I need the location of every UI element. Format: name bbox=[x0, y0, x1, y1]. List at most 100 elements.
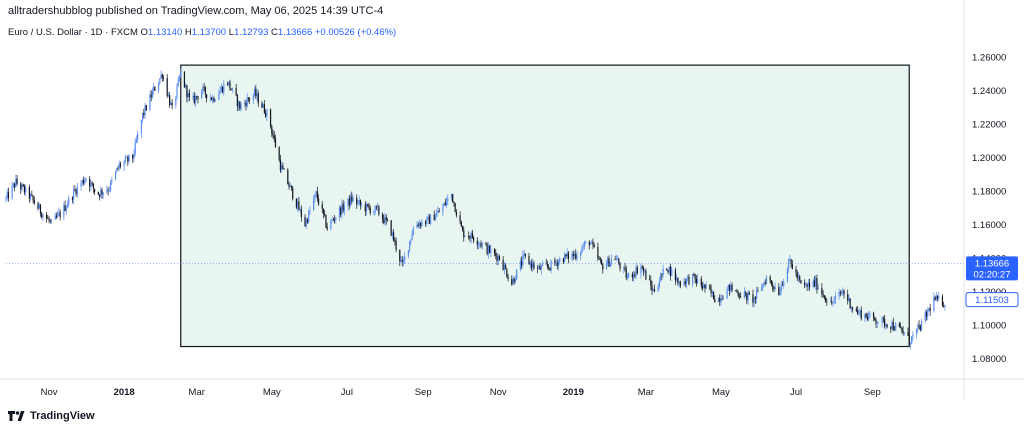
candle bbox=[934, 295, 936, 301]
candle bbox=[5, 196, 7, 203]
candle bbox=[469, 235, 471, 242]
candle bbox=[791, 259, 793, 270]
candle bbox=[123, 160, 125, 172]
candle bbox=[332, 217, 334, 222]
candle bbox=[109, 180, 112, 193]
candle bbox=[572, 250, 574, 260]
y-tick-label: 1.16000 bbox=[972, 220, 1006, 231]
candle bbox=[746, 292, 748, 305]
candle bbox=[416, 221, 418, 229]
candle bbox=[444, 198, 446, 206]
candle bbox=[884, 314, 886, 329]
candle bbox=[495, 249, 497, 260]
candle bbox=[364, 201, 366, 217]
candle bbox=[428, 213, 430, 225]
candle bbox=[150, 90, 152, 102]
candle bbox=[283, 168, 285, 170]
candle bbox=[487, 241, 489, 259]
candle bbox=[219, 85, 221, 95]
candle bbox=[107, 187, 109, 196]
candle bbox=[688, 274, 690, 286]
candle bbox=[218, 89, 220, 101]
candle bbox=[46, 211, 48, 223]
candle bbox=[418, 219, 421, 229]
candle bbox=[703, 281, 705, 289]
candle bbox=[412, 226, 414, 236]
candle bbox=[669, 263, 672, 281]
candle bbox=[401, 255, 403, 267]
candle bbox=[347, 198, 349, 212]
y-tick-label: 1.10000 bbox=[972, 320, 1006, 331]
candle bbox=[754, 295, 757, 304]
candle bbox=[391, 230, 393, 240]
candle bbox=[644, 268, 646, 274]
candle bbox=[652, 287, 654, 292]
candle bbox=[49, 219, 51, 224]
candle bbox=[614, 255, 616, 261]
candle bbox=[361, 202, 363, 208]
candle bbox=[769, 274, 771, 284]
candle bbox=[778, 283, 780, 296]
candle bbox=[279, 154, 282, 173]
candle bbox=[537, 265, 539, 274]
candle bbox=[805, 281, 807, 288]
candle bbox=[832, 302, 834, 307]
candle bbox=[348, 195, 350, 210]
candle bbox=[427, 213, 429, 221]
candle bbox=[893, 326, 896, 331]
candle bbox=[322, 208, 325, 219]
candle bbox=[22, 183, 24, 187]
candle bbox=[298, 196, 300, 211]
candle bbox=[169, 92, 171, 108]
candle bbox=[375, 205, 378, 211]
candle bbox=[911, 335, 913, 345]
candle bbox=[38, 202, 40, 209]
candle bbox=[272, 129, 274, 140]
candle bbox=[859, 308, 861, 317]
candle bbox=[185, 82, 187, 89]
candle bbox=[180, 67, 182, 79]
footer-brand[interactable]: TradingView bbox=[8, 410, 95, 422]
symbol-name[interactable]: Euro / U.S. Dollar · 1D · FXCM bbox=[8, 27, 138, 38]
candle bbox=[843, 289, 845, 299]
candle bbox=[39, 204, 42, 217]
candle bbox=[557, 259, 560, 271]
candle bbox=[409, 240, 411, 253]
candle bbox=[700, 276, 702, 290]
candle bbox=[523, 249, 525, 260]
candle bbox=[704, 284, 706, 293]
candle bbox=[833, 296, 835, 305]
candle bbox=[116, 168, 118, 173]
marker-price-tag-value: 1.11503 bbox=[975, 295, 1009, 306]
candle bbox=[214, 99, 216, 102]
candle bbox=[246, 93, 248, 108]
candle bbox=[317, 194, 320, 206]
candle bbox=[533, 260, 535, 270]
candle bbox=[917, 322, 919, 333]
candle bbox=[564, 251, 566, 263]
candle bbox=[410, 238, 412, 246]
candle bbox=[212, 94, 214, 104]
candle bbox=[912, 331, 914, 341]
candle bbox=[76, 182, 78, 198]
candle bbox=[710, 284, 712, 298]
candle bbox=[571, 251, 573, 262]
candle bbox=[671, 266, 673, 277]
candle bbox=[653, 284, 656, 293]
candle bbox=[84, 177, 86, 185]
candle bbox=[394, 237, 396, 246]
candle bbox=[593, 242, 595, 248]
candle bbox=[839, 290, 841, 297]
candle bbox=[309, 206, 311, 215]
candle bbox=[6, 188, 8, 201]
publisher-caption: alltradershubblog published on TradingVi… bbox=[8, 5, 384, 17]
candle bbox=[757, 287, 759, 293]
candle bbox=[57, 210, 59, 219]
candle bbox=[650, 275, 652, 291]
candle bbox=[898, 321, 900, 328]
candle bbox=[330, 219, 332, 231]
candle bbox=[696, 273, 699, 285]
candle bbox=[400, 256, 402, 264]
candle bbox=[875, 318, 877, 328]
